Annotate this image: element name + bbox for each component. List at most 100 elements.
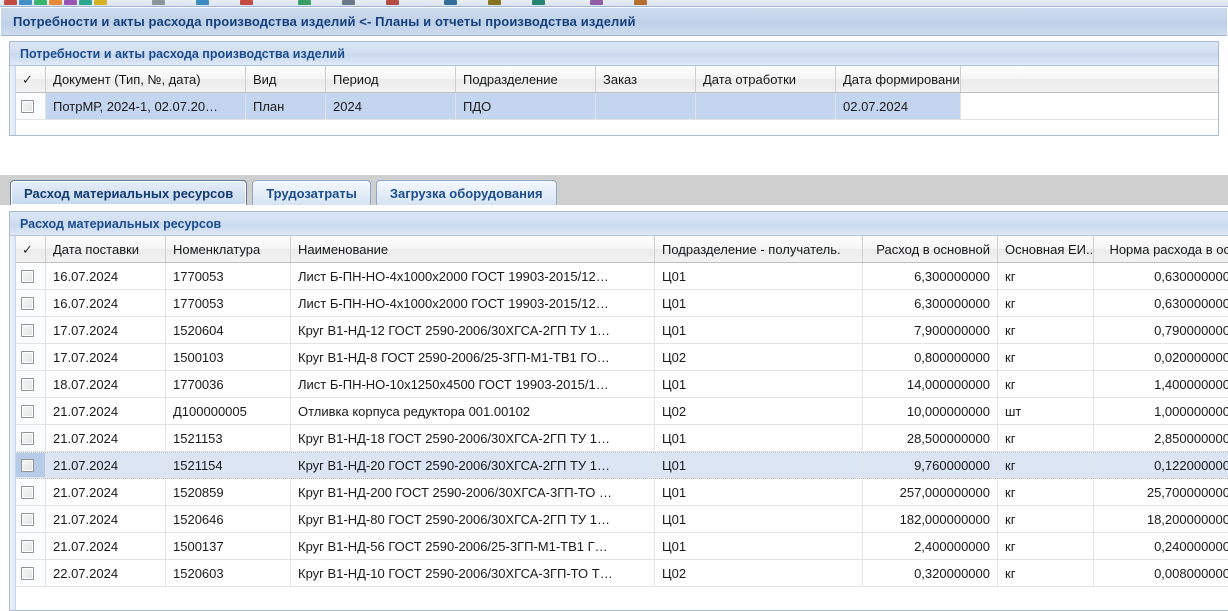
toolbar-icon-5[interactable] (64, 0, 77, 5)
material-consumption-cell-check[interactable] (10, 425, 46, 452)
material-consumption-cell-date: 21.07.2024 (46, 533, 166, 560)
tab-2[interactable]: Трудозатраты (252, 180, 371, 205)
material-consumption-cell-podr: Ц01 (655, 371, 863, 398)
material-consumption-cell-check[interactable] (10, 398, 46, 425)
material-consumption-cell-nomen: Д100000005 (166, 398, 291, 425)
material-consumption-cell-check[interactable] (10, 479, 46, 506)
select-all-check-icon[interactable]: ✓ (22, 71, 33, 87)
toolbar-icon-2[interactable] (19, 0, 32, 5)
documents-cell-period: 2024 (326, 93, 456, 120)
documents-column-header-filler (961, 66, 1218, 92)
material-consumption-cell-name: Круг В1-НД-56 ГОСТ 2590-2006/25-3ГП-М1-Т… (291, 533, 655, 560)
material-consumption-table-row[interactable]: 22.07.2024 1520603 Круг В1-НД-10 ГОСТ 2590… (10, 560, 1228, 587)
documents-column-header-zakaz[interactable]: Заказ (596, 66, 696, 92)
material-consumption-column-header-date[interactable]: Дата поставки (46, 236, 166, 262)
material-consumption-cell-norma: 25,700000000 (1094, 479, 1228, 506)
row-checkbox[interactable] (21, 458, 34, 472)
material-consumption-cell-nomen: 1520603 (166, 560, 291, 587)
material-consumption-column-header-check[interactable]: ✓ (10, 236, 46, 262)
documents-grid[interactable]: ✓ Документ (Тип, №, дата) Вид Период Подразд… (10, 66, 1218, 135)
row-checkbox[interactable] (21, 566, 34, 580)
documents-column-header-dotr[interactable]: Дата отработки (696, 66, 836, 92)
documents-column-header-check[interactable]: ✓ (10, 66, 46, 92)
material-consumption-table-row[interactable]: 21.07.2024 1520646 Круг В1-НД-80 ГОСТ 2590… (10, 506, 1228, 533)
row-checkbox[interactable] (21, 431, 34, 445)
material-consumption-table-row[interactable]: 21.07.2024 Д100000005 Отливка корпуса реду… (10, 398, 1228, 425)
material-consumption-table-row[interactable]: 21.07.2024 1521153 Круг В1-НД-18 ГОСТ 2590… (10, 425, 1228, 452)
toolbar-icon-14[interactable] (444, 0, 457, 5)
select-all-check-icon[interactable]: ✓ (22, 241, 33, 257)
material-consumption-cell-check[interactable] (10, 371, 46, 398)
material-consumption-cell-check[interactable] (10, 506, 46, 533)
toolbar-icon-8[interactable] (152, 0, 165, 5)
toolbar-icon-10[interactable] (240, 0, 253, 5)
documents-column-header-dform[interactable]: Дата формирования (836, 66, 961, 92)
material-consumption-table-row[interactable]: 21.07.2024 1500137 Круг В1-НД-56 ГОСТ 2590… (10, 533, 1228, 560)
material-consumption-cell-check[interactable] (10, 317, 46, 344)
material-consumption-column-header-name[interactable]: Наименование (291, 236, 655, 262)
row-checkbox[interactable] (21, 377, 34, 391)
tab-1[interactable]: Расход материальных ресурсов (10, 180, 248, 205)
documents-cell-vid: План (246, 93, 326, 120)
material-consumption-cell-nomen: 1520604 (166, 317, 291, 344)
material-consumption-cell-check[interactable] (10, 290, 46, 317)
documents-column-header-vid[interactable]: Вид (246, 66, 326, 92)
toolbar-icon-7[interactable] (94, 0, 107, 5)
material-consumption-cell-check[interactable] (10, 533, 46, 560)
toolbar-icon-12[interactable] (342, 0, 355, 5)
documents-table-row[interactable]: ПотрМР, 2024-1, 02.07.20… План 2024 ПДО 02.0… (10, 93, 1218, 120)
material-consumption-table-row[interactable]: 17.07.2024 1500103 Круг В1-НД-8 ГОСТ 2590-… (10, 344, 1228, 371)
material-consumption-column-header-rashod[interactable]: Расход в основной (863, 236, 998, 262)
toolbar-icon-15[interactable] (488, 0, 501, 5)
row-checkbox[interactable] (21, 99, 34, 113)
documents-cell-check[interactable] (10, 93, 46, 120)
row-checkbox[interactable] (21, 269, 34, 283)
documents-column-header-period[interactable]: Период (326, 66, 456, 92)
tab-3[interactable]: Загрузка оборудования (375, 180, 557, 205)
material-consumption-cell-ei: кг (998, 533, 1094, 560)
toolbar-icon-6[interactable] (79, 0, 92, 5)
material-consumption-cell-check[interactable] (10, 560, 46, 587)
material-consumption-cell-ei: кг (998, 344, 1094, 371)
toolbar-icon-9[interactable] (196, 0, 209, 5)
material-consumption-column-header-norma[interactable]: Норма расхода в ос (1094, 236, 1228, 262)
row-checkbox[interactable] (21, 323, 34, 337)
material-consumption-table-row[interactable]: 21.07.2024 1520859 Круг В1-НД-200 ГОСТ 259… (10, 479, 1228, 506)
documents-column-header-doc[interactable]: Документ (Тип, №, дата) (46, 66, 246, 92)
material-consumption-table-row[interactable]: 16.07.2024 1770053 Лист Б-ПН-НО-4х1000х200… (10, 290, 1228, 317)
material-consumption-grid[interactable]: ✓ Дата поставки Номенклатура Наименование По… (10, 236, 1228, 610)
toolbar-icon-18[interactable] (634, 0, 647, 5)
toolbar-icon-17[interactable] (590, 0, 603, 5)
row-checkbox[interactable] (21, 296, 34, 310)
detail-tabstrip[interactable]: Расход материальных ресурсов Трудозатраты… (0, 175, 1228, 205)
toolbar-icon-4[interactable] (49, 0, 62, 5)
material-consumption-cell-check[interactable] (10, 344, 46, 371)
documents-cell-podr: ПДО (456, 93, 596, 120)
material-consumption-cell-check[interactable] (10, 453, 46, 478)
material-consumption-column-header-ei[interactable]: Основная ЕИ.. (998, 236, 1094, 262)
form-window: Потребности и акты расхода производства … (0, 6, 1228, 611)
material-consumption-cell-date: 17.07.2024 (46, 344, 166, 371)
documents-panel: Потребности и акты расхода производства … (9, 41, 1219, 136)
material-consumption-table-row[interactable]: 18.07.2024 1770036 Лист Б-ПН-НО-10х1250х45… (10, 371, 1228, 398)
row-checkbox[interactable] (21, 512, 34, 526)
row-checkbox[interactable] (21, 350, 34, 364)
material-consumption-column-header-nomen[interactable]: Номенклатура (166, 236, 291, 262)
material-consumption-table-row[interactable]: 21.07.2024 1521154 Круг В1-НД-20 ГОСТ 2590… (10, 452, 1228, 479)
toolbar-icon-16[interactable] (532, 0, 545, 5)
row-checkbox[interactable] (21, 485, 34, 499)
tab-label: Расход материальных ресурсов (24, 185, 234, 201)
row-checkbox[interactable] (21, 539, 34, 553)
material-consumption-column-header-podr[interactable]: Подразделение - получатель. (655, 236, 863, 262)
tab-label: Загрузка оборудования (389, 185, 543, 201)
material-consumption-table-row[interactable]: 17.07.2024 1520604 Круг В1-НД-12 ГОСТ 2590… (10, 317, 1228, 344)
toolbar-icon-13[interactable] (386, 0, 399, 5)
toolbar-icon-3[interactable] (34, 0, 47, 5)
material-consumption-cell-check[interactable] (10, 263, 46, 290)
documents-column-header-podr[interactable]: Подразделение (456, 66, 596, 92)
material-consumption-table-row[interactable]: 16.07.2024 1770053 Лист Б-ПН-НО-4х1000х200… (10, 263, 1228, 290)
toolbar-icon-11[interactable] (298, 0, 311, 5)
row-checkbox[interactable] (21, 404, 34, 418)
toolbar-icon-1[interactable] (4, 0, 17, 5)
material-consumption-cell-rashod: 9,760000000 (863, 453, 998, 478)
